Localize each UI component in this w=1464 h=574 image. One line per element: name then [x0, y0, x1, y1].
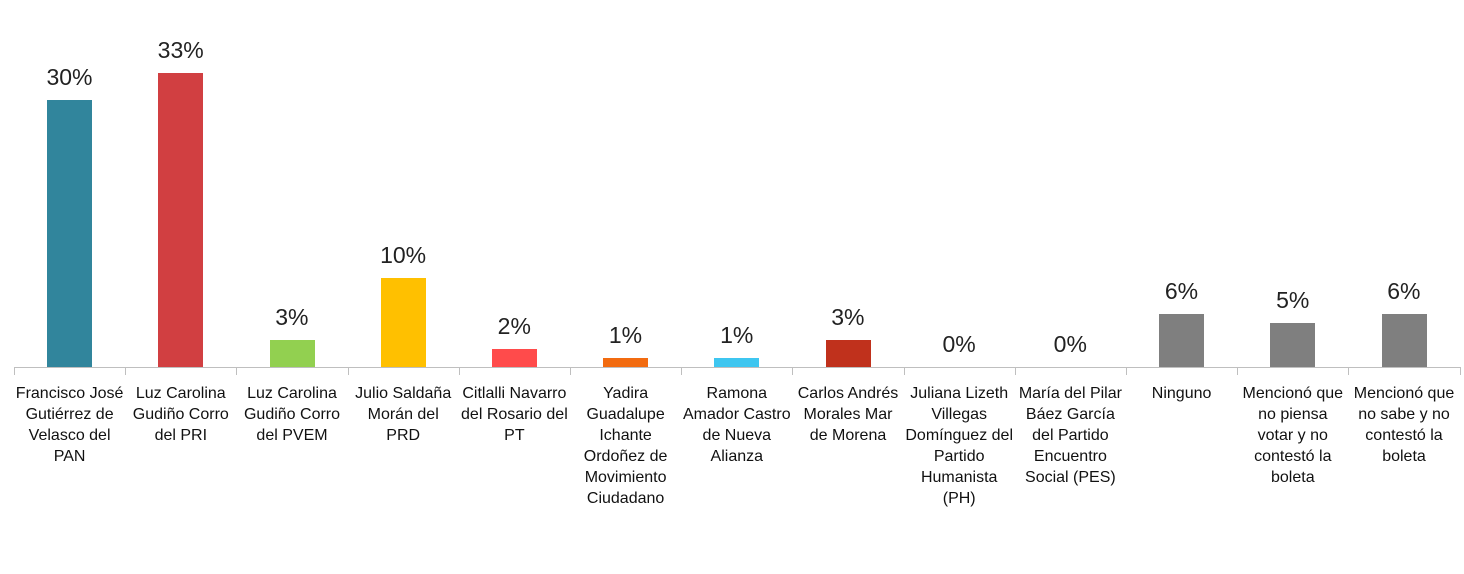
bar — [380, 278, 426, 367]
value-label: 3% — [831, 304, 865, 331]
bar — [158, 73, 204, 367]
value-label: 0% — [1053, 331, 1087, 357]
x-tick-label: Mencionó que no sabe y no contestó la bo… — [1353, 385, 1455, 465]
bar — [1159, 313, 1205, 367]
x-tick — [1237, 367, 1239, 375]
x-tick — [1126, 367, 1127, 375]
x-tick-label: Julio Saldaña Morán del PRD — [355, 385, 452, 444]
x-tick-label: Luz Carolina Gudiño Corro del PVEM — [243, 385, 341, 444]
x-tick — [347, 367, 349, 375]
x-tick — [458, 367, 460, 375]
x-tick — [236, 367, 238, 375]
x-tick-label: Carlos Andrés Morales Mar de Morena — [797, 385, 899, 444]
x-tick — [903, 367, 905, 375]
x-tick — [14, 367, 15, 375]
x-tick — [1348, 367, 1350, 375]
value-label: 6% — [1387, 277, 1421, 304]
bar — [1270, 322, 1316, 367]
bar — [491, 349, 537, 367]
bar — [1381, 313, 1427, 367]
bar — [47, 100, 93, 367]
x-tick — [125, 367, 127, 375]
x-tick-label: Ninguno — [1151, 385, 1212, 402]
x-tick — [1014, 367, 1016, 375]
x-tick-label: Juliana Lizeth Villegas Domínguez del Pa… — [905, 385, 1013, 507]
x-tick — [570, 367, 571, 375]
value-label: 0% — [942, 331, 976, 357]
x-tick-label: Citlalli Navarro del Rosario del PT — [461, 385, 568, 444]
value-label: 10% — [380, 242, 427, 268]
x-tick-label: Ramona Amador Castro de Nueva Alianza — [683, 385, 791, 465]
value-label: 30% — [46, 64, 93, 90]
value-label: 33% — [157, 37, 204, 64]
x-tick — [681, 367, 683, 375]
x-tick-label: María del Pilar Báez García del Partido … — [1018, 385, 1122, 486]
value-label: 6% — [1164, 277, 1199, 304]
x-tick-label: Mencionó que no piensa votar y no contes… — [1242, 385, 1344, 486]
bar — [714, 358, 760, 367]
value-label: 5% — [1276, 286, 1310, 313]
x-tick — [1459, 367, 1461, 375]
bar — [825, 340, 871, 367]
x-tick — [792, 367, 794, 375]
value-label: 1% — [720, 322, 754, 349]
x-tick-label: Luz Carolina Gudiño Corro del PRI — [132, 385, 229, 444]
bar — [269, 340, 315, 367]
x-tick-label: Francisco José Gutiérrez de Velasco del … — [15, 385, 124, 465]
value-label: 2% — [497, 313, 531, 340]
bar — [603, 358, 649, 367]
x-axis-line — [14, 367, 1460, 368]
x-tick-label: Yadira Guadalupe Ichante Ordoñez de Movi… — [583, 385, 668, 507]
value-label: 3% — [275, 304, 309, 331]
value-label: 1% — [608, 322, 643, 349]
